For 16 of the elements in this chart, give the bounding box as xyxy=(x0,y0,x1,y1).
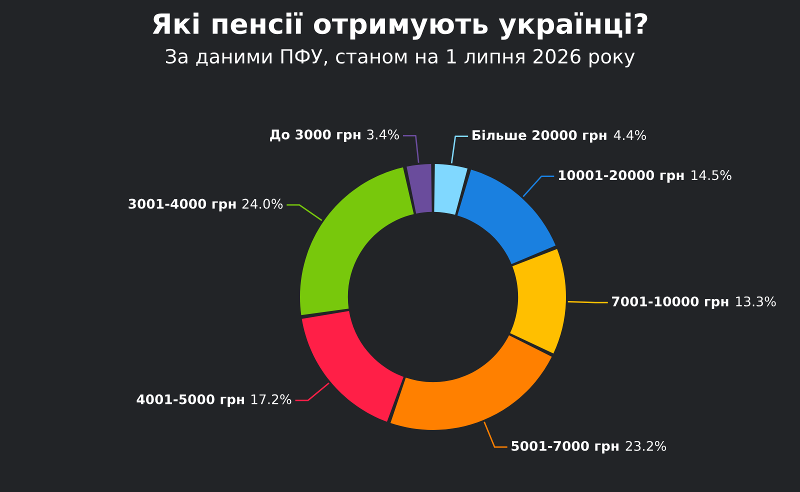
slice-label: 4001-5000 грн xyxy=(136,394,244,407)
slice-label: Більше 20000 грн xyxy=(472,130,606,143)
data-label: 4.4% xyxy=(614,130,646,140)
data-label: 17.2% xyxy=(252,394,292,404)
data-label: 13.3% xyxy=(736,296,776,306)
data-label: 23.2% xyxy=(626,440,666,451)
slice-label: 7001-10000 грн xyxy=(612,296,728,309)
chart-title: Які пенсії отримують українці? xyxy=(152,12,648,40)
data-label: 24.0% xyxy=(242,198,283,209)
chart-subtitle: За даними ПФУ, станом на 1 липня 2026 року xyxy=(166,48,635,68)
data-label: 3.4% xyxy=(367,130,399,140)
data-label: 14.5% xyxy=(692,170,732,180)
slice-label: 10001-20000 грн xyxy=(558,170,684,183)
slice-label: До 3000 грн xyxy=(270,130,360,142)
slice-label: 3001-4000 грн xyxy=(128,198,236,212)
slice-label: 5001-7000 грн xyxy=(512,440,618,454)
